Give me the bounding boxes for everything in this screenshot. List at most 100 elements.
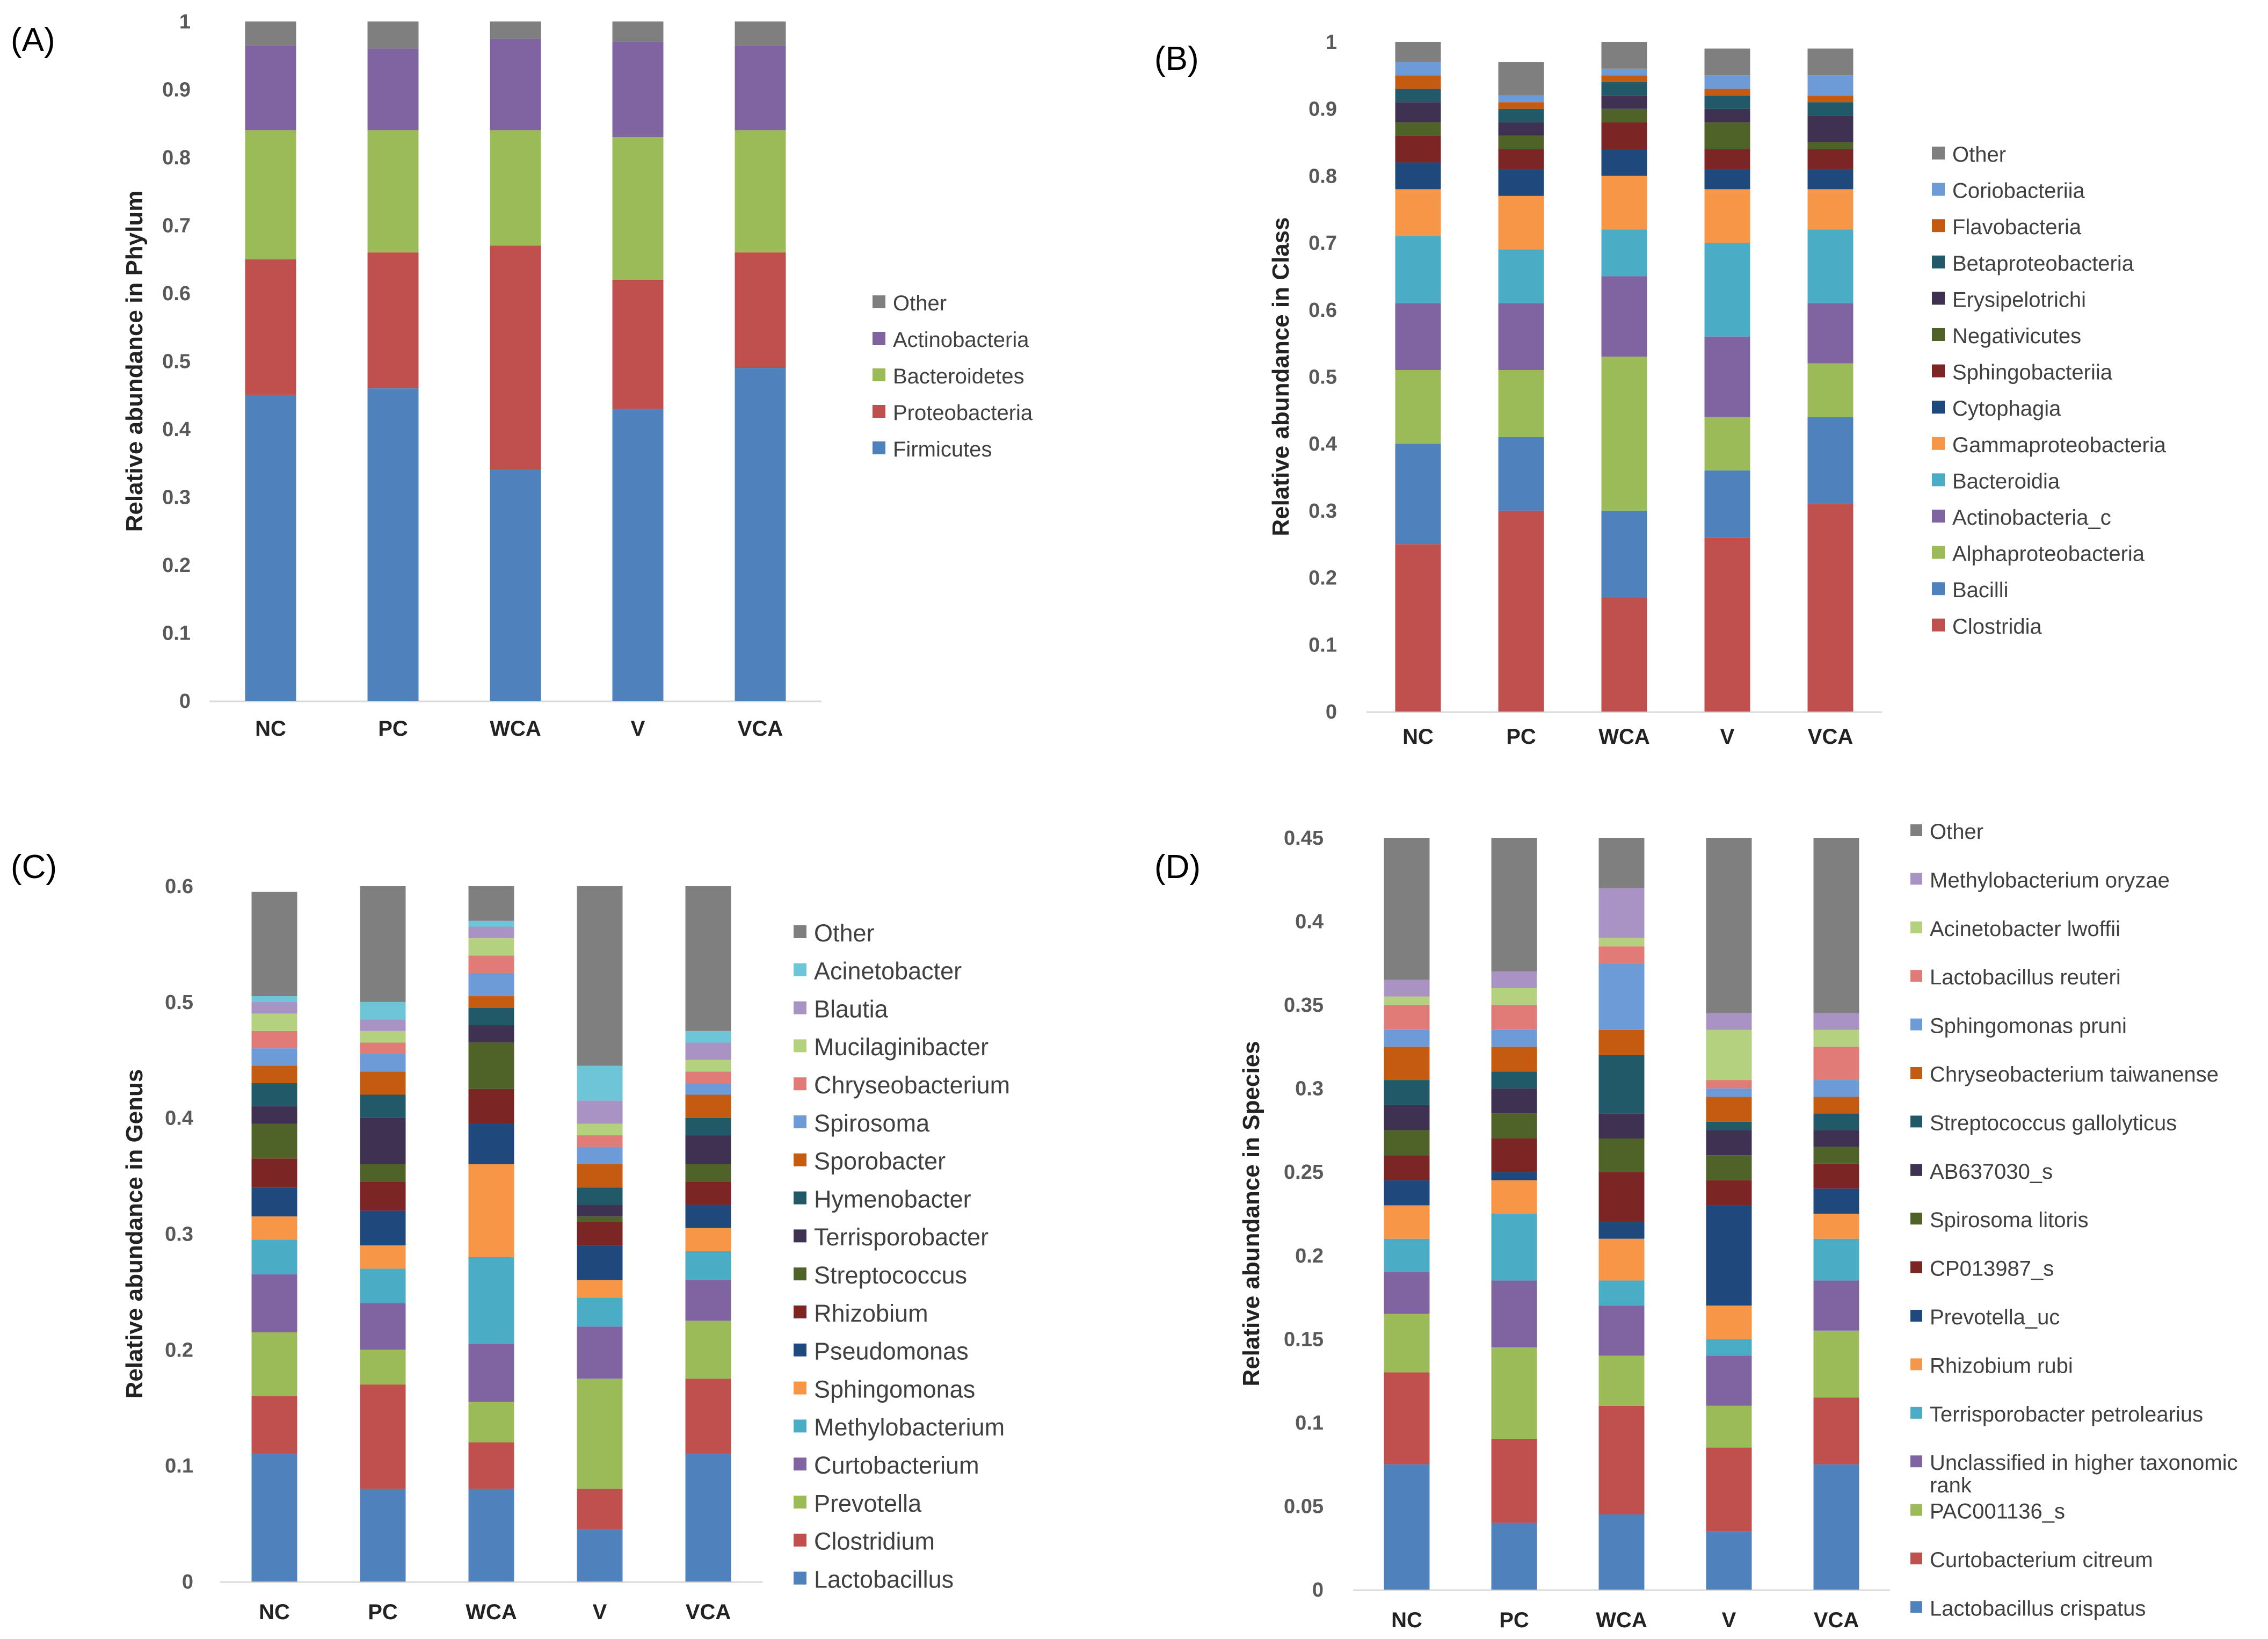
bar-segment-pc-hymenobacter: [360, 1094, 406, 1118]
y-tick-label: 0: [1312, 1579, 1324, 1601]
bar-segment-vca-chryseobacterium-taiwanense: [1813, 1097, 1859, 1114]
bar-segment-vca-hymenobacter: [685, 1118, 731, 1136]
legend-swatch-lactobacillus-crispatus: [1910, 1601, 1922, 1613]
legend-swatch-spirosoma-litoris: [1910, 1213, 1922, 1225]
legend-swatch-betaproteobacteria: [1932, 255, 1945, 269]
bar-segment-vca-methylobacterium: [685, 1251, 731, 1280]
bar-segment-pc-cp013987-s: [1491, 1138, 1537, 1172]
y-tick-label: 0.8: [1309, 165, 1337, 187]
bar-segment-v-bacteroidetes: [612, 137, 664, 280]
bar-segment-vca-other: [735, 21, 786, 46]
bar-segment-nc-actinobacteria-c: [1395, 303, 1441, 371]
bar-segment-v-lactobacillus: [577, 1529, 623, 1582]
bar-segment-v-unclassified-in-higher-taxonomic-rank: [1706, 1355, 1752, 1406]
legend-swatch-cp013987-s: [1910, 1261, 1922, 1273]
bar-segment-vca-gammaproteobacteria: [1807, 189, 1853, 230]
legend-swatch-proteobacteria: [873, 405, 885, 418]
bar-segment-vca-acinetobacter: [685, 1031, 731, 1043]
y-tick-label: 0.1: [162, 622, 191, 645]
bar-segment-pc-terrisporobacter: [360, 1118, 406, 1164]
legend-swatch-methylobacterium: [794, 1419, 806, 1433]
bar-segment-vca-chryseobacterium: [685, 1071, 731, 1083]
bar-segment-v-prevotella: [577, 1379, 623, 1489]
y-tick-label: 0: [1326, 701, 1337, 723]
bar-segment-vca-proteobacteria: [735, 252, 786, 368]
bar-segment-v-prevotella-uc: [1706, 1205, 1752, 1306]
bar-segment-pc-blautia: [360, 1019, 406, 1031]
bar-segment-vca-rhizobium-rubi: [1813, 1214, 1859, 1239]
bar-segment-nc-alphaproteobacteria: [1395, 370, 1441, 444]
legend-swatch-negativicutes: [1932, 328, 1945, 341]
bar-segment-wca-streptococcus: [468, 1042, 514, 1089]
y-tick-label: 0.5: [162, 351, 191, 373]
bar-segment-vca-acinetobacter-lwoffii: [1813, 1029, 1859, 1047]
legend-label: Other: [893, 292, 947, 315]
legend-label: Blautia: [814, 995, 889, 1022]
legend-label: Sphingomonas: [814, 1375, 975, 1403]
x-category-label: NC: [1402, 725, 1434, 749]
bar-segment-pc-curtobacterium-citreum: [1491, 1439, 1537, 1523]
legend-swatch-cytophagia: [1932, 401, 1945, 414]
legend-swatch-unclassified-in-higher-taxonomic-rank: [1910, 1455, 1922, 1468]
y-tick-label: 0.6: [162, 282, 191, 305]
bar-segment-wca-ab637030-s: [1598, 1113, 1645, 1138]
bar-segment-wca-sphingomonas: [468, 1164, 514, 1257]
bar-segment-nc-prevotella-uc: [1384, 1180, 1430, 1206]
y-tick-label: 0.4: [1295, 911, 1324, 933]
bar-segment-nc-other: [245, 21, 296, 46]
bar-segment-pc-gammaproteobacteria: [1498, 195, 1544, 250]
x-category-label: V: [1722, 1608, 1736, 1632]
bar-segment-nc-sphingomonas-pruni: [1384, 1029, 1430, 1047]
bar-segment-wca-chryseobacterium: [468, 955, 514, 973]
bar-segment-wca-terrisporobacter: [468, 1025, 514, 1043]
panel-tag: (D): [1154, 848, 1201, 886]
y-tick-label: 0.3: [1309, 500, 1337, 523]
bar-segment-v-sphingomonas: [577, 1280, 623, 1298]
bar-segment-vca-streptococcus: [685, 1164, 731, 1182]
bar-segment-nc-pseudomonas: [251, 1187, 297, 1217]
legend-label: Erysipelotrichi: [1952, 288, 2086, 311]
bar-segment-nc-bacteroidia: [1395, 236, 1441, 303]
y-axis-label: Relative abundance in Species: [1238, 1041, 1264, 1386]
y-tick-label: 0.05: [1284, 1495, 1324, 1518]
legend-label: Spirosoma: [814, 1109, 930, 1137]
bar-segment-v-clostridia: [1704, 537, 1750, 712]
legend-swatch-prevotella-uc: [1910, 1310, 1922, 1322]
bar-segment-pc-erysipelotrichi: [1498, 122, 1544, 136]
legend-label: Clostridium: [814, 1528, 935, 1555]
legend-swatch-other: [794, 925, 806, 938]
legend-label: AB637030_s: [1930, 1160, 2053, 1184]
legend-swatch-bacilli: [1932, 582, 1945, 596]
legend-label: Chryseobacterium taiwanense: [1930, 1063, 2219, 1086]
y-tick-label: 0.2: [162, 554, 191, 577]
bar-segment-vca-pac001136-s: [1813, 1330, 1859, 1398]
panel-tag: (C): [11, 848, 57, 886]
bar-segment-vca-mucilaginibacter: [685, 1060, 731, 1072]
bar-segment-nc-pac001136-s: [1384, 1314, 1430, 1373]
legend-swatch-clostridia: [1932, 618, 1945, 632]
bar-segment-v-cytophagia: [1704, 169, 1750, 190]
legend-swatch-sporobacter: [794, 1153, 806, 1166]
bar-segment-wca-other: [490, 21, 541, 39]
bar-segment-wca-spirosoma-litoris: [1598, 1138, 1645, 1172]
bar-segment-nc-betaproteobacteria: [1395, 89, 1441, 103]
y-tick-label: 0.7: [1309, 232, 1337, 255]
legend-label: Methylobacterium: [814, 1413, 1005, 1441]
bar-segment-vca-other: [685, 886, 731, 1031]
bar-segment-v-bacteroidia: [1704, 243, 1750, 337]
bar-segment-pc-chryseobacterium-taiwanense: [1491, 1046, 1537, 1072]
bar-segment-v-lactobacillus-reuteri: [1706, 1080, 1752, 1089]
panel-tag: (B): [1154, 40, 1199, 77]
legend-label: Lactobacillus crispatus: [1930, 1597, 2146, 1620]
legend-swatch-prevotella: [794, 1496, 806, 1509]
legend-swatch-ab637030-s: [1910, 1164, 1922, 1176]
panel-d: (D) 0 0.05 0.1 0.15 0.2 0.25 0.3 0.35 0.4 0.45 Rela…: [1154, 820, 2238, 1632]
bar-segment-v-methylobacterium: [577, 1297, 623, 1327]
legend-swatch-erysipelotrichi: [1932, 292, 1945, 305]
legend-swatch-rhizobium: [794, 1306, 806, 1318]
bar-segment-vca-coriobacteriia: [1807, 75, 1853, 96]
bar-segment-nc-lactobacillus-crispatus: [1384, 1464, 1430, 1590]
bar-segment-pc-bacilli: [1498, 437, 1544, 511]
bar-segment-nc-rhizobium-rubi: [1384, 1205, 1430, 1239]
bar-segment-vca-cp013987-s: [1813, 1163, 1859, 1189]
